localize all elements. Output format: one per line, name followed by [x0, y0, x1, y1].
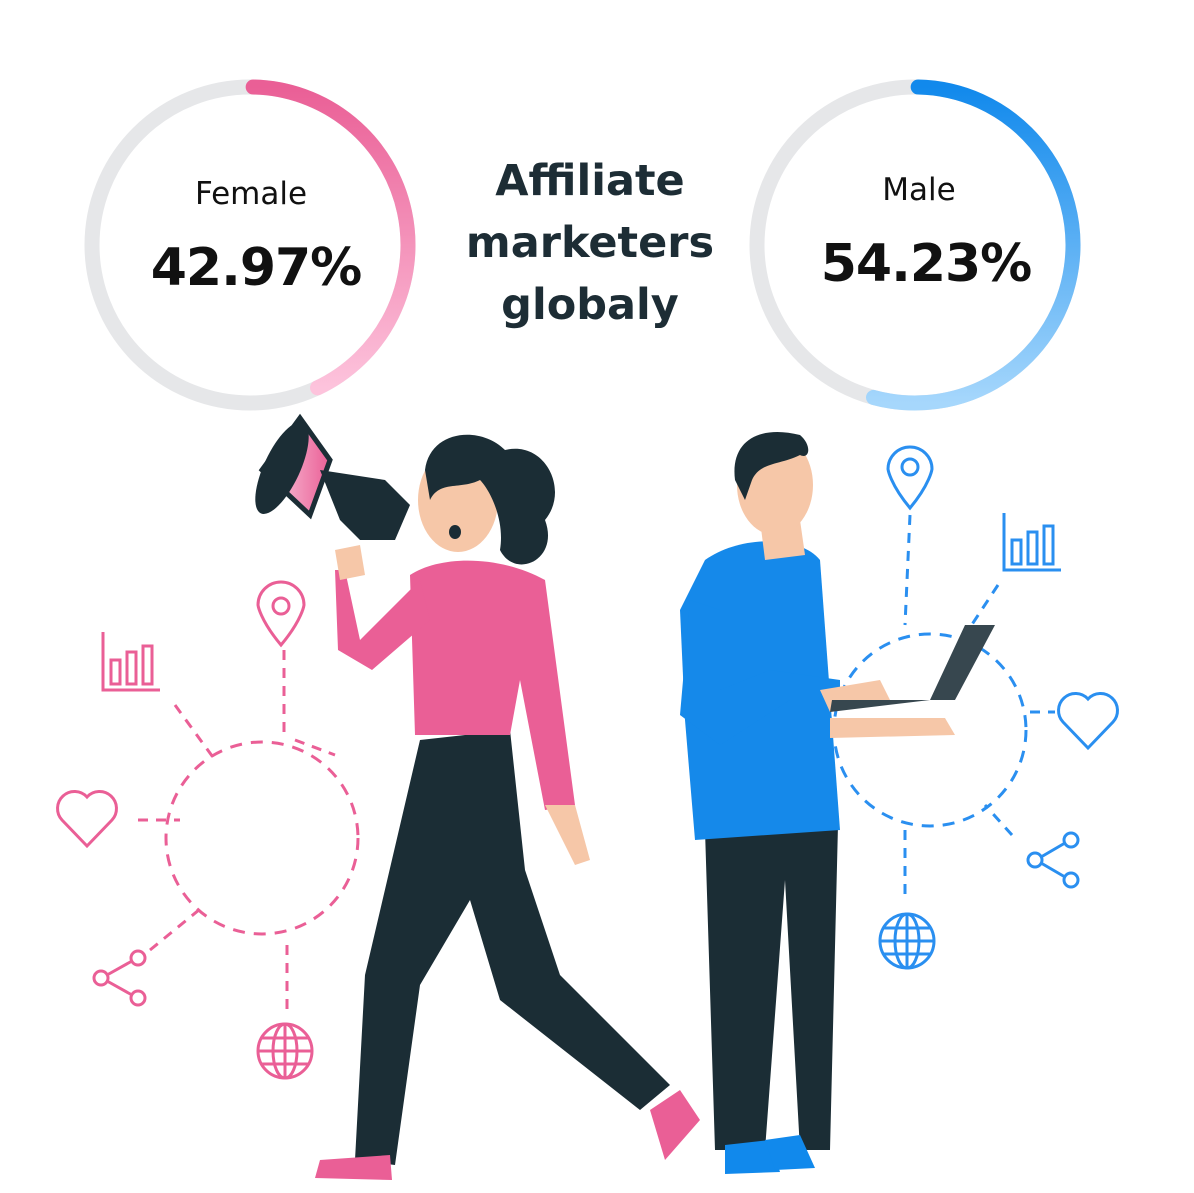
male-network — [832, 445, 1119, 970]
share-icon — [92, 949, 147, 1007]
network-circle — [164, 740, 360, 936]
male-label: Male — [882, 172, 956, 208]
location-pin-icon — [886, 445, 934, 511]
globe-icon — [878, 912, 936, 970]
bar-chart-icon — [101, 632, 160, 692]
female-network — [56, 580, 360, 1080]
location-pin-icon — [256, 580, 306, 648]
female-percentage: 42.97% — [150, 238, 363, 298]
share-icon — [1026, 831, 1080, 889]
male-ring-value-arc — [866, 79, 1081, 411]
man-illustration — [680, 432, 995, 1174]
female-label: Female — [194, 176, 308, 212]
male-percentage: 54.23% — [820, 234, 1033, 294]
page-title: Affiliate marketers globaly — [465, 156, 715, 330]
bar-chart-icon — [1002, 513, 1061, 572]
heart-icon — [56, 790, 118, 849]
female-ring-value-arc — [245, 79, 416, 396]
woman-illustration — [255, 413, 700, 1180]
globe-icon — [256, 1022, 314, 1080]
heart-icon — [1057, 692, 1119, 751]
